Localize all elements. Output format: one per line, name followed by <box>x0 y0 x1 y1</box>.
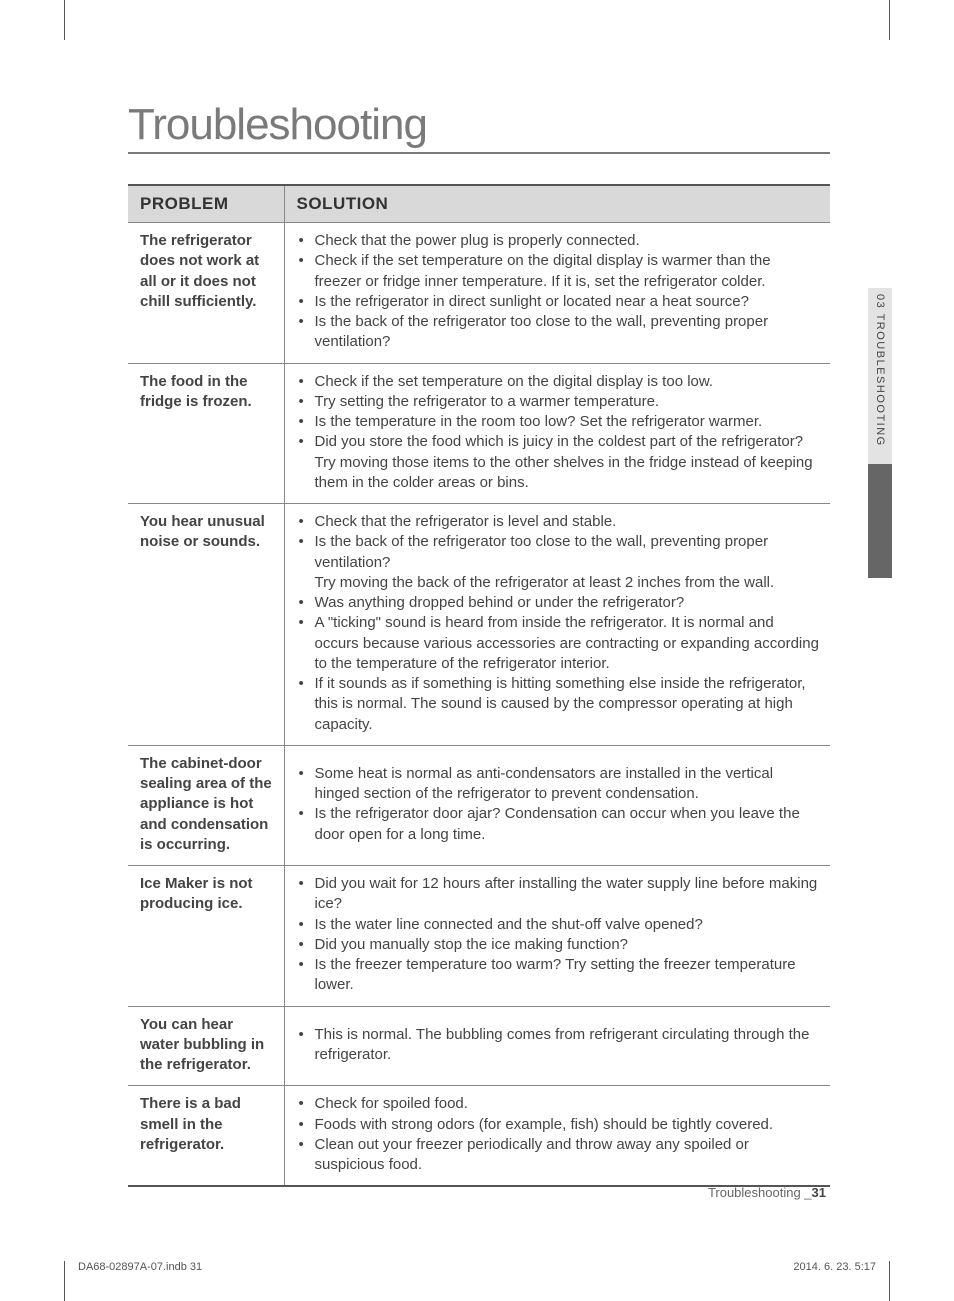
solution-item: Check that the refrigerator is level and… <box>297 512 821 532</box>
page-content: Troubleshooting PROBLEM SOLUTION The ref… <box>128 100 830 1187</box>
solution-cell: Some heat is normal as anti-condensators… <box>284 745 830 865</box>
print-footer: DA68-02897A-07.indb 31 2014. 6. 23. 5:17 <box>78 1261 876 1273</box>
solution-item: Did you wait for 12 hours after installi… <box>297 874 821 915</box>
table-row: The food in the fridge is frozen. Check i… <box>128 363 830 504</box>
crop-mark <box>64 0 104 40</box>
solution-item: Was anything dropped behind or under the… <box>297 593 821 613</box>
solution-cell: Did you wait for 12 hours after installi… <box>284 866 830 1007</box>
solution-item: Clean out your freezer periodically and … <box>297 1135 821 1176</box>
print-date: 2014. 6. 23. 5:17 <box>793 1261 876 1273</box>
problem-cell: The refrigerator does not work at all or… <box>128 223 284 364</box>
solution-item: Check for spoiled food. <box>297 1094 821 1114</box>
print-file: DA68-02897A-07.indb 31 <box>78 1261 202 1273</box>
solution-cell: Check that the power plug is properly co… <box>284 223 830 364</box>
header-problem: PROBLEM <box>128 185 284 223</box>
footer-section-label: Troubleshooting _ <box>708 1185 812 1200</box>
crop-mark <box>850 0 890 40</box>
solution-item: Is the refrigerator door ajar? Condensat… <box>297 804 821 845</box>
table-row: The cabinet-door sealing area of the app… <box>128 745 830 865</box>
footer-page-number: 31 <box>812 1185 826 1200</box>
solution-item: Is the back of the refrigerator too clos… <box>297 532 821 593</box>
solution-item: If it sounds as if something is hitting … <box>297 674 821 735</box>
solution-cell: Check for spoiled food.Foods with strong… <box>284 1086 830 1187</box>
solution-item: Try setting the refrigerator to a warmer… <box>297 392 821 412</box>
table-row: The refrigerator does not work at all or… <box>128 223 830 364</box>
solution-cell: Check that the refrigerator is level and… <box>284 504 830 746</box>
solution-item: Check if the set temperature on the digi… <box>297 251 821 292</box>
solution-item: Did you store the food which is juicy in… <box>297 432 821 493</box>
solution-item: Is the temperature in the room too low? … <box>297 412 821 432</box>
problem-cell: You hear unusual noise or sounds. <box>128 504 284 746</box>
side-tab-label: 03 TROUBLESHOOTING <box>874 294 886 447</box>
problem-cell: The cabinet-door sealing area of the app… <box>128 745 284 865</box>
problem-cell: The food in the fridge is frozen. <box>128 363 284 504</box>
solution-item: Did you manually stop the ice making fun… <box>297 935 821 955</box>
solution-item: Check that the power plug is properly co… <box>297 231 821 251</box>
page-title: Troubleshooting <box>128 100 830 154</box>
problem-cell: You can hear water bubbling in the refri… <box>128 1006 284 1086</box>
solution-item: Is the freezer temperature too warm? Try… <box>297 955 821 996</box>
table-row: You hear unusual noise or sounds. Check t… <box>128 504 830 746</box>
solution-item: Check if the set temperature on the digi… <box>297 372 821 392</box>
table-row: Ice Maker is not producing ice. Did you w… <box>128 866 830 1007</box>
solution-item: This is normal. The bubbling comes from … <box>297 1025 821 1066</box>
table-row: There is a bad smell in the refrigerator… <box>128 1086 830 1187</box>
troubleshooting-table: PROBLEM SOLUTION The refrigerator does n… <box>128 184 830 1187</box>
problem-cell: There is a bad smell in the refrigerator… <box>128 1086 284 1187</box>
solution-item: Is the water line connected and the shut… <box>297 915 821 935</box>
problem-cell: Ice Maker is not producing ice. <box>128 866 284 1007</box>
solution-cell: This is normal. The bubbling comes from … <box>284 1006 830 1086</box>
solution-item: A "ticking" sound is heard from inside t… <box>297 613 821 674</box>
solution-cell: Check if the set temperature on the digi… <box>284 363 830 504</box>
footer-section: Troubleshooting _31 <box>708 1185 826 1200</box>
solution-item: Foods with strong odors (for example, fi… <box>297 1115 821 1135</box>
table-row: You can hear water bubbling in the refri… <box>128 1006 830 1086</box>
solution-item: Is the refrigerator in direct sunlight o… <box>297 292 821 312</box>
solution-item: Is the back of the refrigerator too clos… <box>297 312 821 353</box>
solution-item: Some heat is normal as anti-condensators… <box>297 764 821 805</box>
header-solution: SOLUTION <box>284 185 830 223</box>
